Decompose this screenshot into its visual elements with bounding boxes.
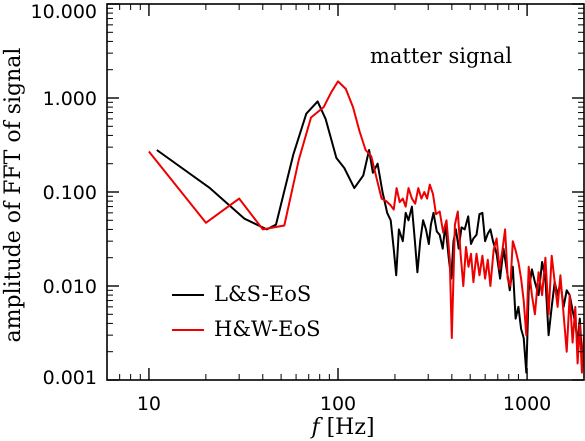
x-tick-label: 1000 (503, 393, 551, 415)
x-tick-label: 100 (320, 393, 356, 415)
y-tick-label: 10.000 (31, 1, 97, 23)
y-tick-label: 1.000 (43, 88, 97, 110)
label-layer: 10 100 1000 0.001 0.010 0.100 1.000 10.000 (31, 1, 552, 415)
legend: L&S-EoS H&W-EoS (172, 282, 321, 341)
y-tick-label: 0.100 (43, 182, 97, 204)
legend-label-hw: H&W-EoS (214, 317, 321, 341)
series-line-1 (148, 80, 584, 374)
chart-annotation: matter signal (370, 44, 512, 68)
tick-layer (106, 3, 585, 381)
plot-frame (106, 3, 585, 381)
y-tick-label: 0.010 (43, 276, 97, 298)
legend-label-ls: L&S-EoS (214, 282, 311, 306)
series-layer (148, 80, 584, 374)
y-axis-label: amplitude of FFT of signal (1, 48, 26, 343)
x-tick-label: 10 (137, 393, 161, 415)
x-axis-label: f [Hz] (309, 415, 374, 440)
y-tick-label: 0.001 (43, 367, 97, 389)
x-axis-label-unit: [Hz] (320, 415, 375, 440)
